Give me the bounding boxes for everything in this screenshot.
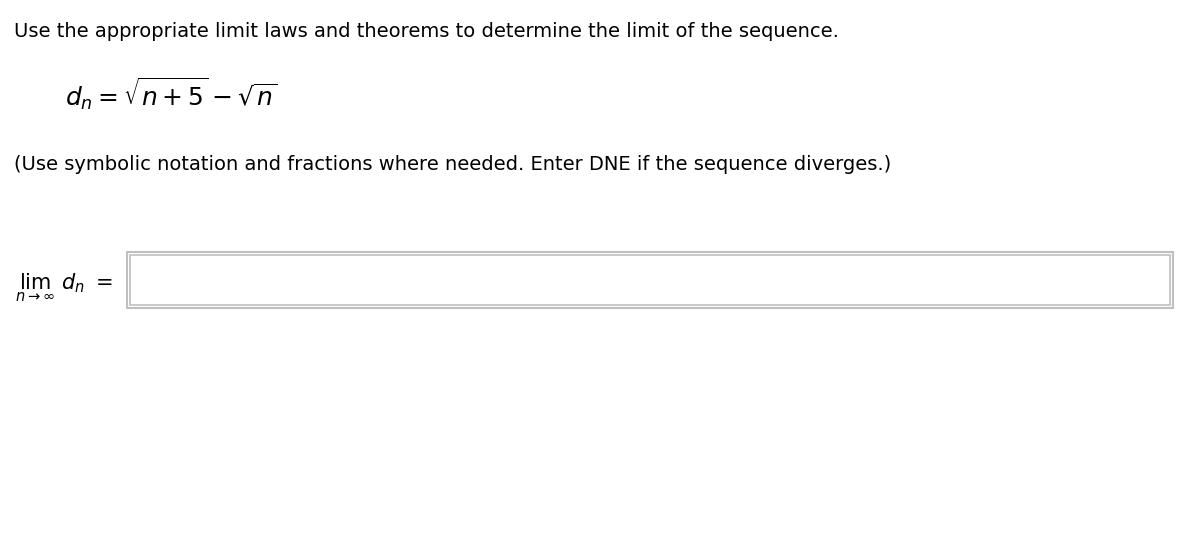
FancyBboxPatch shape [127, 252, 1174, 308]
Text: $d_n = \sqrt{n+5} - \sqrt{n}$: $d_n = \sqrt{n+5} - \sqrt{n}$ [65, 75, 277, 112]
Text: $\underset{n \to \infty}{\lim}\ d_n\ =$: $\underset{n \to \infty}{\lim}\ d_n\ =$ [14, 272, 113, 304]
Text: (Use symbolic notation and fractions where needed. Enter DNE if the sequence div: (Use symbolic notation and fractions whe… [14, 155, 892, 174]
Text: Use the appropriate limit laws and theorems to determine the limit of the sequen: Use the appropriate limit laws and theor… [14, 22, 839, 41]
FancyBboxPatch shape [130, 255, 1170, 305]
